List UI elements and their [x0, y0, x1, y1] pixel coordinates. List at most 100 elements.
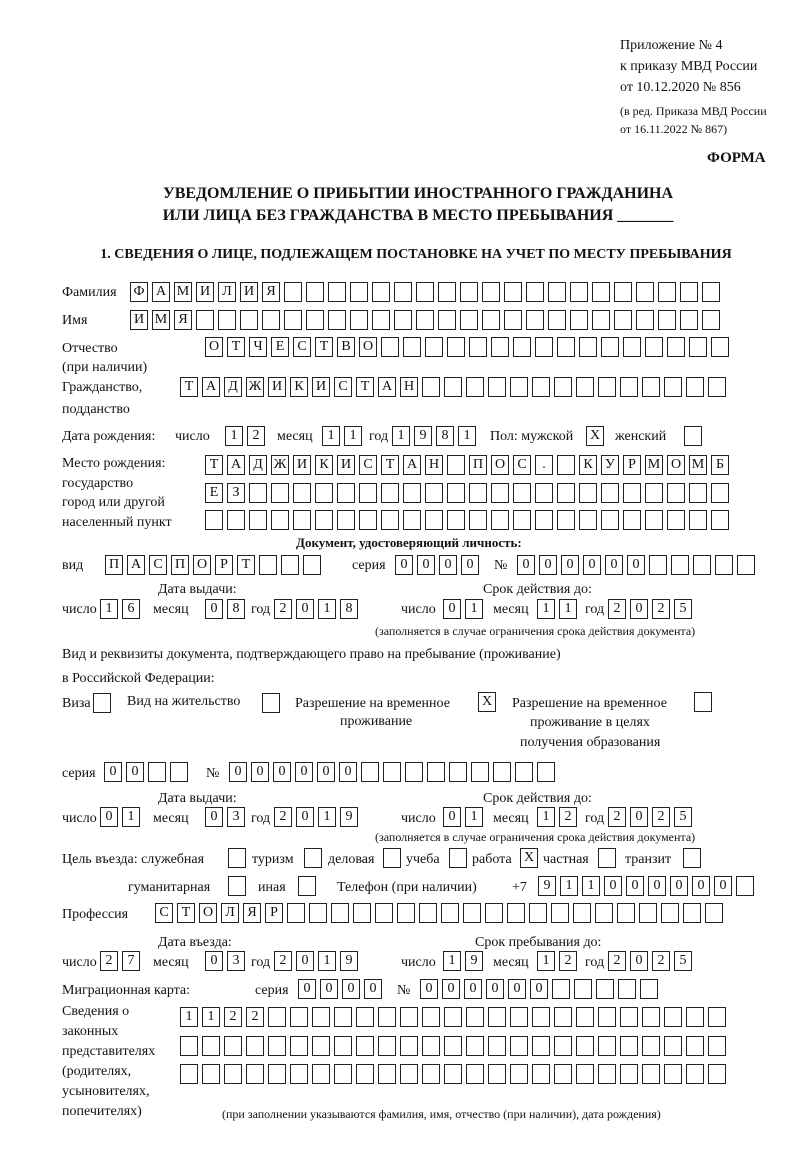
- char-box[interactable]: [444, 1036, 462, 1056]
- char-box[interactable]: 2: [274, 599, 292, 619]
- char-box[interactable]: 0: [627, 555, 645, 575]
- char-box[interactable]: [293, 483, 311, 503]
- char-box[interactable]: 0: [461, 555, 479, 575]
- char-box[interactable]: [466, 377, 484, 397]
- char-box[interactable]: Т: [227, 337, 245, 357]
- char-box[interactable]: [642, 1064, 660, 1084]
- char-box[interactable]: [667, 483, 685, 503]
- visa-checkbox[interactable]: [93, 693, 111, 713]
- char-box[interactable]: А: [403, 455, 421, 475]
- purpose-other-checkbox[interactable]: [298, 876, 316, 896]
- char-box[interactable]: С: [149, 555, 167, 575]
- char-box[interactable]: [548, 282, 566, 302]
- temp-residence-education-checkbox[interactable]: [694, 692, 712, 712]
- char-box[interactable]: [93, 693, 111, 713]
- char-box[interactable]: [694, 692, 712, 712]
- char-box[interactable]: [671, 555, 689, 575]
- char-box[interactable]: 0: [561, 555, 579, 575]
- char-box[interactable]: [422, 1064, 440, 1084]
- char-box[interactable]: М: [689, 455, 707, 475]
- char-box[interactable]: [383, 762, 401, 782]
- char-box[interactable]: [736, 876, 754, 896]
- char-box[interactable]: [375, 903, 393, 923]
- char-box[interactable]: [661, 903, 679, 923]
- char-box[interactable]: 0: [692, 876, 710, 896]
- char-box[interactable]: [617, 903, 635, 923]
- char-box[interactable]: [645, 510, 663, 530]
- char-box[interactable]: [642, 377, 660, 397]
- char-box[interactable]: 9: [340, 951, 358, 971]
- char-box[interactable]: [361, 762, 379, 782]
- reps-field-row-3[interactable]: [180, 1064, 730, 1084]
- char-box[interactable]: [488, 1007, 506, 1027]
- char-box[interactable]: [488, 1036, 506, 1056]
- char-box[interactable]: 7: [122, 951, 140, 971]
- sex-male-checkbox[interactable]: X: [586, 426, 604, 446]
- char-box[interactable]: 0: [417, 555, 435, 575]
- char-box[interactable]: [535, 483, 553, 503]
- char-box[interactable]: [574, 979, 592, 999]
- char-box[interactable]: П: [171, 555, 189, 575]
- char-box[interactable]: 1: [458, 426, 476, 446]
- sex-female-checkbox[interactable]: [684, 426, 702, 446]
- char-box[interactable]: 0: [464, 979, 482, 999]
- char-box[interactable]: [205, 510, 223, 530]
- char-box[interactable]: [598, 848, 616, 868]
- purpose-transit-checkbox[interactable]: [683, 848, 701, 868]
- char-box[interactable]: [532, 1036, 550, 1056]
- char-box[interactable]: [268, 1036, 286, 1056]
- char-box[interactable]: [268, 1007, 286, 1027]
- char-box[interactable]: О: [199, 903, 217, 923]
- char-box[interactable]: 2: [246, 1007, 264, 1027]
- char-box[interactable]: Т: [237, 555, 255, 575]
- char-box[interactable]: [598, 1064, 616, 1084]
- char-box[interactable]: [595, 903, 613, 923]
- char-box[interactable]: 0: [630, 951, 648, 971]
- char-box[interactable]: [381, 510, 399, 530]
- char-box[interactable]: [686, 1064, 704, 1084]
- char-box[interactable]: [557, 337, 575, 357]
- char-box[interactable]: [469, 337, 487, 357]
- char-box[interactable]: [180, 1036, 198, 1056]
- char-box[interactable]: Е: [271, 337, 289, 357]
- char-box[interactable]: Л: [221, 903, 239, 923]
- char-box[interactable]: [532, 377, 550, 397]
- char-box[interactable]: 0: [320, 979, 338, 999]
- char-box[interactable]: [449, 848, 467, 868]
- char-box[interactable]: [328, 310, 346, 330]
- char-box[interactable]: [447, 483, 465, 503]
- char-box[interactable]: 5: [674, 599, 692, 619]
- char-box[interactable]: 0: [126, 762, 144, 782]
- char-box[interactable]: 9: [465, 951, 483, 971]
- char-box[interactable]: [618, 979, 636, 999]
- char-box[interactable]: [702, 310, 720, 330]
- char-box[interactable]: [491, 337, 509, 357]
- char-box[interactable]: О: [491, 455, 509, 475]
- char-box[interactable]: 0: [298, 979, 316, 999]
- char-box[interactable]: Р: [265, 903, 283, 923]
- char-box[interactable]: Ж: [271, 455, 289, 475]
- char-box[interactable]: [598, 377, 616, 397]
- char-box[interactable]: [312, 1064, 330, 1084]
- char-box[interactable]: [469, 510, 487, 530]
- char-box[interactable]: П: [105, 555, 123, 575]
- char-box[interactable]: 2: [652, 951, 670, 971]
- char-box[interactable]: 0: [295, 762, 313, 782]
- char-box[interactable]: Н: [425, 455, 443, 475]
- char-box[interactable]: 0: [205, 951, 223, 971]
- char-box[interactable]: [356, 1064, 374, 1084]
- char-box[interactable]: [570, 310, 588, 330]
- char-box[interactable]: Д: [249, 455, 267, 475]
- char-box[interactable]: [708, 377, 726, 397]
- char-box[interactable]: [383, 848, 401, 868]
